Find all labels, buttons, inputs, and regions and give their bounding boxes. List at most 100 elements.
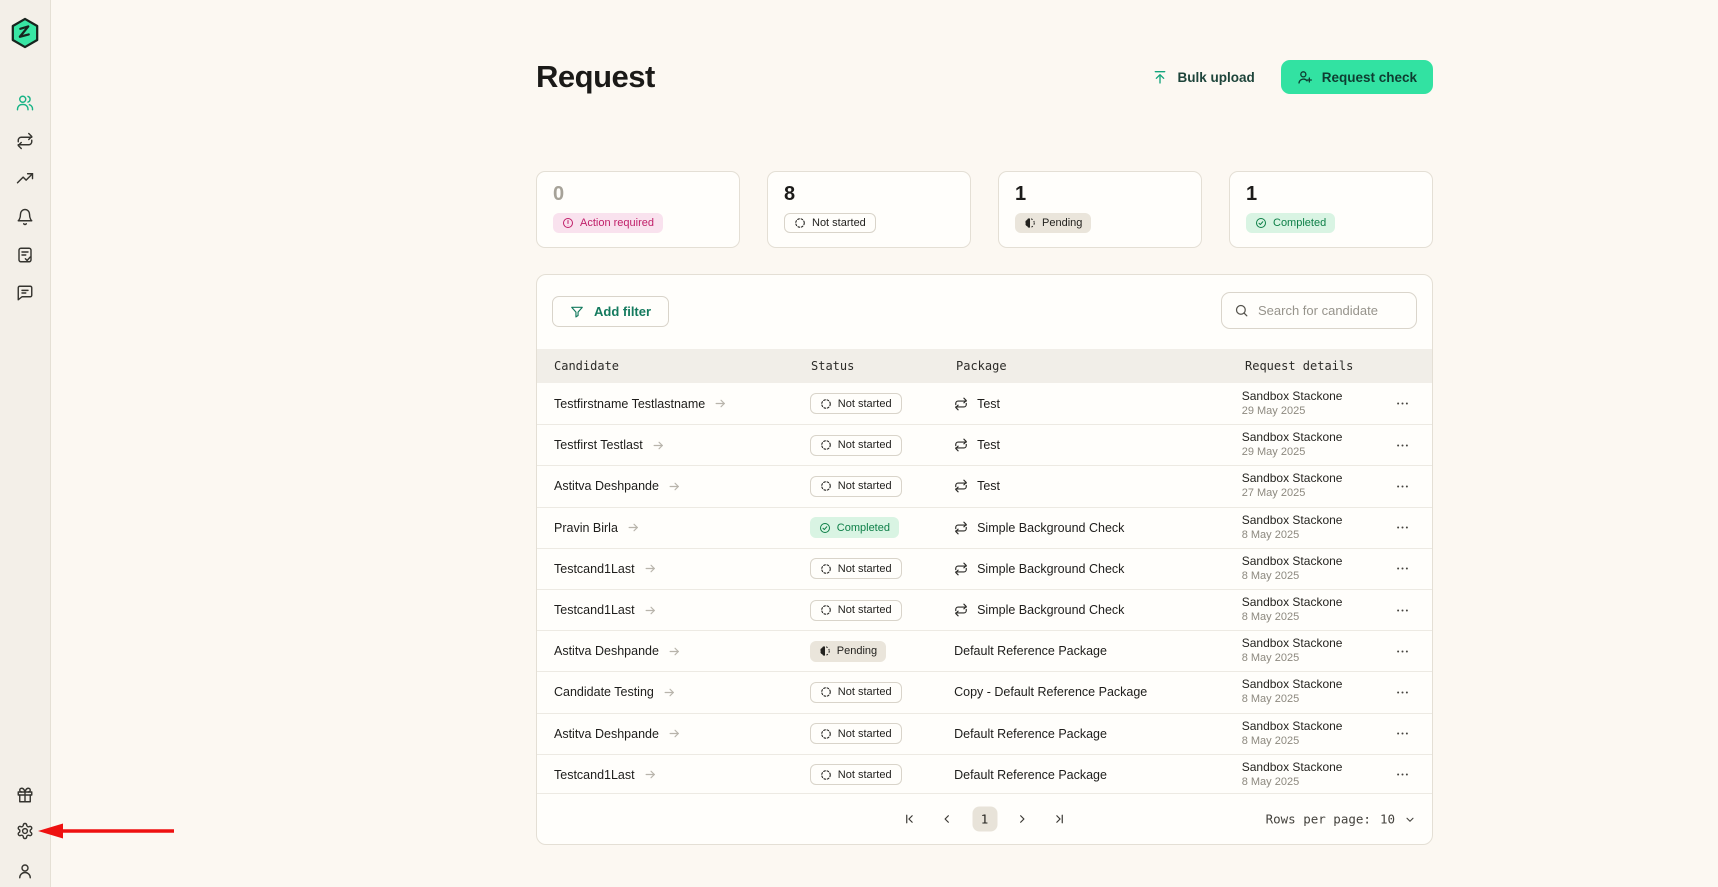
arrow-right-icon[interactable] <box>668 727 681 740</box>
dashed-circle-icon <box>820 564 831 574</box>
candidate-cell: Pravin Birla <box>537 521 810 535</box>
status-badge: Not started <box>809 393 902 415</box>
arrow-right-icon[interactable] <box>714 397 727 410</box>
check-circle-icon <box>1256 218 1266 228</box>
request-date: 8 May 2025 <box>1241 693 1300 706</box>
row-menu-button[interactable] <box>1391 392 1414 415</box>
users-icon[interactable] <box>16 94 34 112</box>
package-cell: Simple Background Check <box>954 603 1242 617</box>
candidate-name: Astitva Deshpande <box>554 726 659 741</box>
bell-icon[interactable] <box>16 208 34 226</box>
actions-cell <box>1391 434 1432 457</box>
request-details-cell: Sandbox Stackone 8 May 2025 <box>1242 513 1391 543</box>
stat-count: 8 <box>784 183 796 205</box>
request-details-cell: Sandbox Stackone 27 May 2025 <box>1242 471 1391 501</box>
requester-org: Sandbox Stackone <box>1241 512 1343 527</box>
table-toolbar: Add filter <box>537 275 1432 349</box>
stat-card[interactable]: 8 Not started <box>767 171 971 248</box>
candidate-cell: Astitva Deshpande <box>537 644 810 658</box>
arrow-right-icon[interactable] <box>668 645 681 658</box>
arrow-right-icon[interactable] <box>652 439 665 452</box>
alert-circle-icon <box>563 218 573 228</box>
trending-up-icon[interactable] <box>16 170 34 188</box>
requester-org: Sandbox Stackone <box>1241 471 1343 486</box>
search-input[interactable] <box>1258 303 1404 318</box>
dashed-circle-icon <box>820 687 831 698</box>
status-cell: Not started <box>809 723 954 745</box>
stat-badge-label: Not started <box>812 217 866 229</box>
table-row[interactable]: Testcand1Last Not started <box>537 547 1432 589</box>
row-menu-button[interactable] <box>1391 722 1414 745</box>
stat-card[interactable]: 1 Completed <box>1229 171 1433 248</box>
first-page-button[interactable] <box>898 807 922 831</box>
stat-badge-label: Pending <box>1042 217 1083 229</box>
arrow-right-icon[interactable] <box>663 686 676 699</box>
status-cell: Pending <box>809 640 954 662</box>
next-page-button[interactable] <box>1010 807 1034 831</box>
dashed-circle-icon <box>820 769 831 780</box>
dashed-circle-icon <box>820 481 831 492</box>
arrow-right-icon[interactable] <box>644 604 657 617</box>
rows-per-page-select[interactable]: Rows per page: 10 <box>1266 812 1416 827</box>
arrow-right-icon[interactable] <box>644 768 657 781</box>
rows-per-page-value: 10 <box>1379 811 1395 827</box>
status-badge: Not started <box>809 599 902 621</box>
candidate-cell: Astitva Deshpande <box>537 479 810 493</box>
actions-cell <box>1391 516 1432 539</box>
gift-icon[interactable] <box>16 786 34 804</box>
status-cell: Not started <box>809 681 954 703</box>
row-menu-button[interactable] <box>1391 640 1414 663</box>
user-icon[interactable] <box>16 862 34 880</box>
table-row[interactable]: Testfirstname Testlastname Not started <box>537 383 1432 424</box>
row-menu-button[interactable] <box>1391 516 1414 539</box>
request-check-button[interactable]: Request check <box>1280 60 1433 94</box>
row-menu-button[interactable] <box>1391 557 1414 580</box>
chat-icon[interactable] <box>16 284 34 302</box>
previous-page-button[interactable] <box>935 807 959 831</box>
last-page-button[interactable] <box>1047 807 1071 831</box>
status-label: Not started <box>837 439 892 452</box>
status-badge: Not started <box>809 434 902 456</box>
stat-count: 0 <box>553 183 565 205</box>
requests-panel: Add filter Candidate Status Package Requ… <box>536 274 1433 845</box>
request-date: 8 May 2025 <box>1241 611 1300 624</box>
half-circle-icon <box>1025 218 1035 228</box>
table-row[interactable]: Candidate Testing Not started Copy - Def… <box>537 671 1432 712</box>
row-menu-button[interactable] <box>1391 475 1414 498</box>
arrow-right-icon[interactable] <box>668 480 681 493</box>
table-row[interactable]: Testfirst Testlast Not started <box>537 424 1432 465</box>
search-box <box>1221 292 1417 329</box>
table-row[interactable]: Testcand1Last Not started Default Refere… <box>537 753 1432 795</box>
actions-cell <box>1391 763 1432 786</box>
column-header-status: Status <box>811 359 855 373</box>
table-row[interactable]: Astitva Deshpande Pending De <box>537 630 1432 671</box>
status-cell: Not started <box>809 475 954 497</box>
row-menu-button[interactable] <box>1391 681 1414 704</box>
document-check-icon[interactable] <box>16 246 34 264</box>
app-logo[interactable] <box>10 17 40 49</box>
sidebar <box>0 0 51 887</box>
stat-card[interactable]: 0 Action required <box>536 171 740 248</box>
current-page-button[interactable]: 1 <box>972 806 997 832</box>
stat-card[interactable]: 1 Pending <box>998 171 1202 248</box>
bulk-upload-button[interactable]: Bulk upload <box>1152 69 1255 85</box>
package-name: Test <box>977 479 1001 494</box>
arrow-right-icon[interactable] <box>627 521 640 534</box>
table-row[interactable]: Testcand1Last Not started <box>537 588 1432 630</box>
row-menu-button[interactable] <box>1391 763 1414 786</box>
requester-org: Sandbox Stackone <box>1241 388 1343 403</box>
status-badge: Not started <box>809 558 902 580</box>
add-filter-button[interactable]: Add filter <box>552 296 670 327</box>
settings-icon[interactable] <box>16 822 34 840</box>
package-cell: Simple Background Check <box>954 521 1242 535</box>
table-row[interactable]: Pravin Birla Completed <box>537 506 1432 548</box>
table-row[interactable]: Astitva Deshpande Not started Default Re… <box>537 712 1432 754</box>
candidate-name: Pravin Birla <box>554 520 618 535</box>
row-menu-button[interactable] <box>1391 599 1414 622</box>
repeat-icon[interactable] <box>16 132 34 150</box>
request-date: 8 May 2025 <box>1241 734 1300 747</box>
candidate-cell: Testfirst Testlast <box>537 438 810 452</box>
arrow-right-icon[interactable] <box>644 562 657 575</box>
row-menu-button[interactable] <box>1391 434 1414 457</box>
table-row[interactable]: Astitva Deshpande Not started <box>537 465 1432 506</box>
